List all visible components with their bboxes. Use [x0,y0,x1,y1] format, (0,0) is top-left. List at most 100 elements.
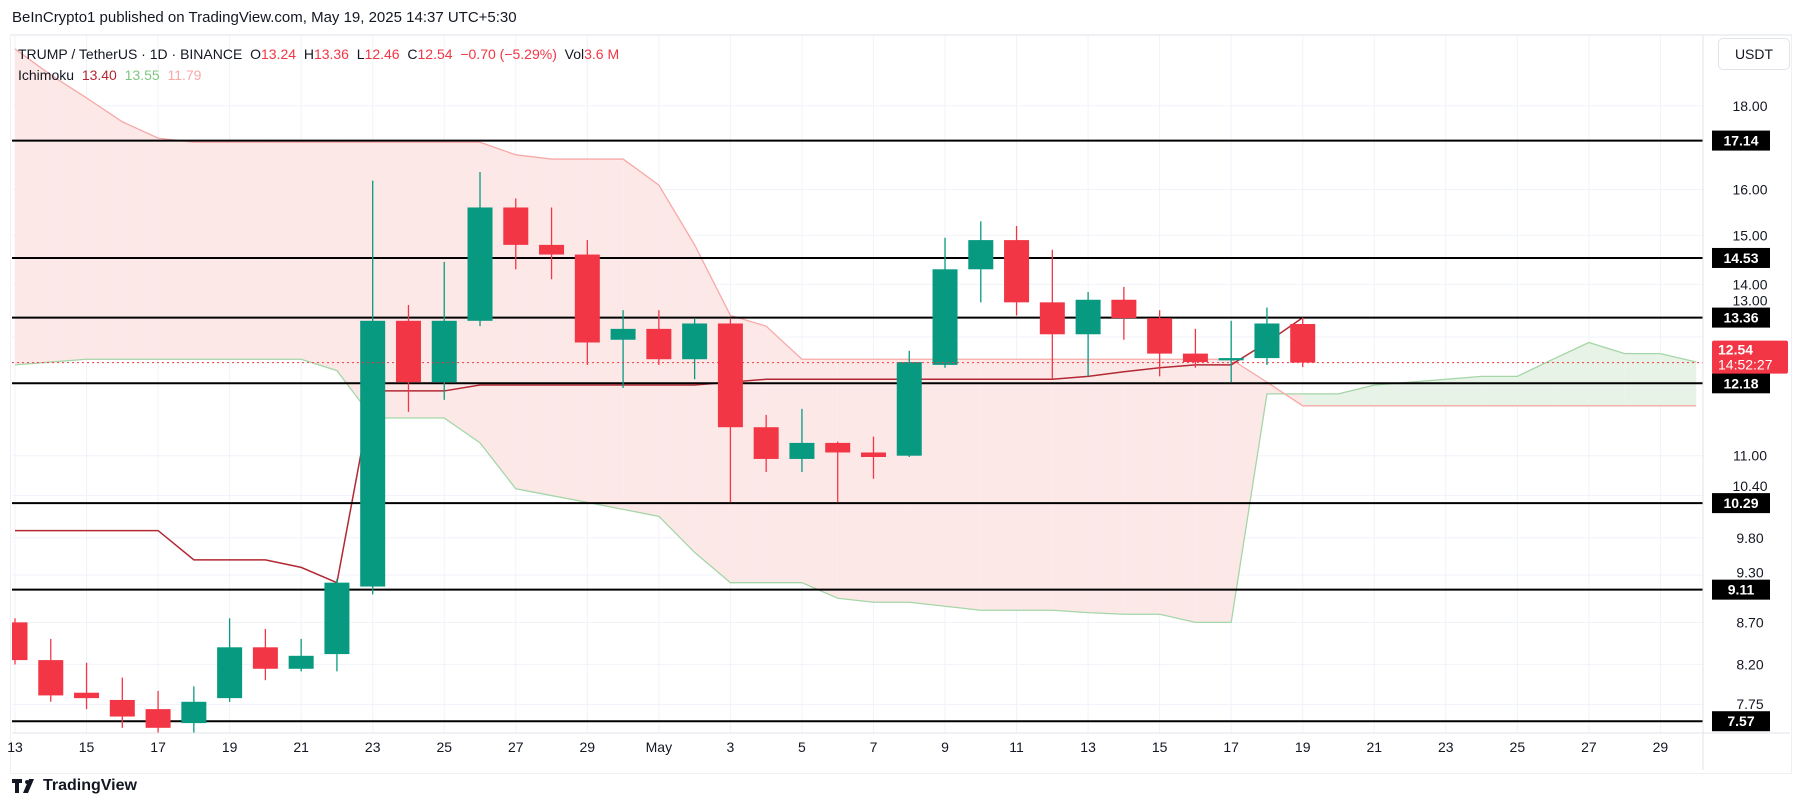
candle-down [395,320,421,383]
candle-up [288,655,314,669]
candle-down [1039,302,1065,335]
low-value: 12.46 [364,46,400,62]
conversion-value: 13.40 [81,67,117,83]
symbol-title[interactable]: TRUMP / TetherUS · 1D · BINANCE [18,46,243,62]
ichimoku-cloud-segment [837,359,874,603]
ichimoku-cloud-segment [801,359,838,599]
ichimoku-cloud-segment [1302,393,1339,406]
x-tick-label: 19 [1295,739,1311,755]
candle-up [431,320,457,383]
y-tick-label: 10.40 [1732,478,1767,494]
candle-down [74,692,100,699]
candle-up [682,323,708,360]
ichimoku-cloud-segment [1016,359,1053,611]
chart-frame [10,34,1792,774]
level-price-tag [1712,307,1770,328]
x-tick-label: 19 [222,739,238,755]
candle-up [789,442,815,459]
x-tick-label: 21 [1366,739,1382,755]
candle-down [1182,353,1208,363]
ichimoku-cloud-segment [1052,359,1089,613]
x-tick-label: 27 [508,739,524,755]
candle-down [145,709,171,728]
tradingview-logo: TradingView [12,777,137,795]
candle-up [610,328,636,340]
y-tick-label: 9.80 [1736,530,1763,546]
span-a-value: 13.55 [124,67,160,83]
level-price-label: 14.53 [1723,250,1758,266]
span-b-value: 11.79 [167,67,202,83]
symbol-row: TRUMP / TetherUS · 1D · BINANCE O13.24 H… [18,44,619,65]
candle-down [1004,240,1030,303]
candle-down [574,254,600,343]
candle-down [1290,324,1316,363]
high-label: H [303,46,314,62]
x-tick-label: 15 [1152,739,1168,755]
volume-value: 3.6 M [584,46,620,62]
ichimoku-cloud-segment [86,97,123,360]
legend: TRUMP / TetherUS · 1D · BINANCE O13.24 H… [18,44,619,86]
ichimoku-cloud-segment [515,154,552,496]
candle-down [38,660,64,696]
candle-down [12,622,28,661]
leading-span-a-line [14,341,1697,624]
y-tick-label: 16.00 [1732,181,1767,197]
level-price-label: 13.36 [1723,310,1758,326]
ichimoku-cloud-segment [945,359,981,611]
x-tick-label: 29 [580,739,596,755]
leading-span-b-line [14,48,1697,407]
x-tick-label: 23 [1438,739,1454,755]
candle-down [1111,299,1137,319]
high-value: 13.36 [313,46,349,62]
x-tick-label: 17 [1223,739,1239,755]
volume-label: Vol [564,46,585,62]
level-price-tag [1712,711,1770,732]
level-price-tag [1712,373,1770,394]
candle-down [1147,318,1173,354]
level-price-label: 12.18 [1723,375,1758,391]
ichimoku-cloud-segment [1553,342,1589,406]
x-tick-label: May [646,739,672,755]
y-tick-label: 7.75 [1736,696,1763,712]
indicator-name[interactable]: Ichimoku [18,67,75,83]
currency-button[interactable]: USDT [1718,38,1790,70]
ichimoku-cloud-segment [1159,359,1196,623]
x-tick-label: 23 [365,739,381,755]
x-tick-label: 29 [1653,739,1669,755]
plot-area [12,36,1703,733]
x-tick-label: 25 [436,739,452,755]
x-tick-label: 5 [798,739,806,755]
y-tick-label: 8.70 [1736,614,1763,630]
level-price-tag [1712,247,1770,268]
ichimoku-cloud-segment [1445,376,1482,406]
y-tick-label: 11.00 [1733,448,1767,464]
ichimoku-cloud-segment [50,74,87,363]
y-tick-label: 9.30 [1736,565,1763,581]
indicator-row: Ichimoku 13.40 13.55 11.79 [18,65,619,86]
ichimoku-cloud-segment [122,121,159,360]
ichimoku-cloud-segment [158,138,194,360]
candle-up [896,362,922,456]
candle-up [1075,299,1101,335]
x-tick-label: 13 [1080,739,1096,755]
candle-down [539,244,565,255]
ichimoku-cloud-segment [1410,379,1446,406]
level-price-tag [1712,130,1770,151]
candle-down [252,647,278,669]
bar-countdown-label: 14:52:27 [1718,357,1773,373]
x-tick-label: 21 [293,739,309,755]
ichimoku-cloud-segment [193,142,230,360]
ichimoku-cloud-segment [1338,385,1375,406]
ichimoku-cloud-segment [1231,359,1267,623]
open-label: O [250,46,261,62]
candle-down [646,328,672,360]
x-tick-label: 7 [870,739,878,755]
ichimoku-cloud-segment [1088,359,1124,615]
ichimoku-cloud-segment [15,48,51,365]
tradingview-logo-icon [12,779,34,793]
open-value: 13.24 [260,46,297,62]
low-label: L [356,46,365,62]
level-price-label: 9.11 [1728,582,1755,598]
ichimoku-cloud-segment [623,159,659,517]
